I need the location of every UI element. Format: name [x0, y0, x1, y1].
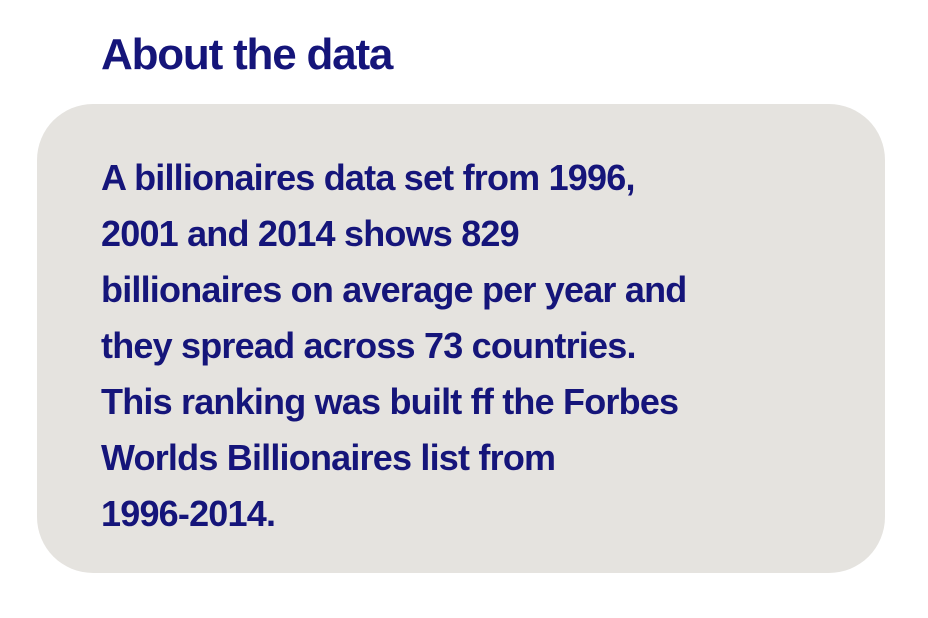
info-card: A billionaires data set from 1996, 2001 … [37, 104, 885, 573]
page-title: About the data [101, 30, 393, 79]
info-line: they spread across 73 countries. [101, 325, 636, 366]
info-line: A billionaires data set from 1996, [101, 157, 635, 198]
info-line: billionaires on average per year and [101, 269, 687, 310]
info-line: 1996-2014. [101, 493, 276, 534]
info-paragraph: A billionaires data set from 1996, 2001 … [101, 150, 687, 542]
info-line: This ranking was built ff the Forbes [101, 381, 679, 422]
info-line: 2001 and 2014 shows 829 [101, 213, 520, 254]
info-line: Worlds Billionaires list from [101, 437, 556, 478]
